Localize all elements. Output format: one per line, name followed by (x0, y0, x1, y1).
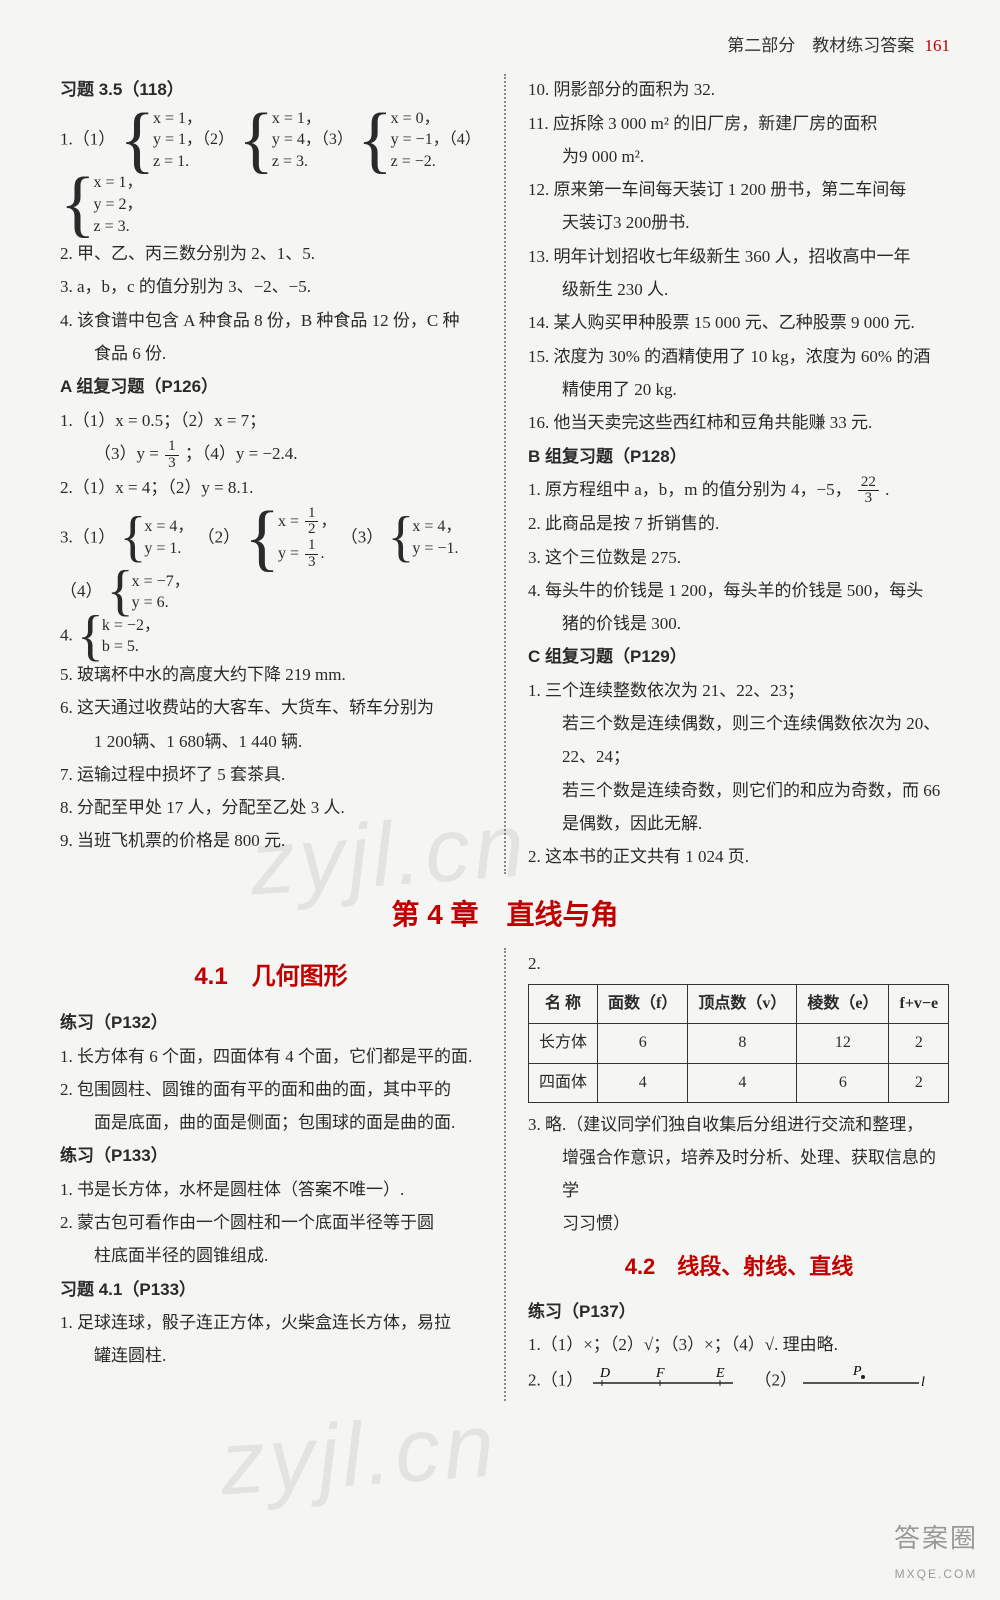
l4a: 2. 蒙古包可看作由一个圆柱和一个底面半径等于圆 (60, 1207, 482, 1239)
r2: 2. (528, 948, 950, 980)
c2: 2. 这本书的正文共有 1 024 页. (528, 841, 950, 873)
table-row: 四面体 4 4 6 2 (529, 1063, 949, 1102)
a3: 3.（1） { x = 4， y = 1. （2） { x = 12， y = … (60, 506, 482, 614)
c1d: 若三个数是连续奇数，则它们的和应为奇数，而 66 (528, 775, 950, 807)
q1: 1.（1） { x = 1， y = 1，（2） z = 1. { x = 1，… (60, 108, 482, 238)
line-l: l (921, 1375, 925, 1389)
c1c: 22、24； (528, 741, 950, 773)
b4a: 4. 每头牛的价钱是 1 200，每头羊的价钱是 500，每头 (528, 575, 950, 607)
p137-2: 2.（1） D F E （2） P l (528, 1363, 950, 1400)
r15b: 精使用了 20 kg. (528, 374, 950, 406)
q1-sys3: { x = 0， y = −1，（4） z = −2. (357, 108, 481, 173)
r12a: 12. 原来第一车间每天装订 1 200 册书，第二车间每 (528, 174, 950, 206)
q1-sys1: { x = 1， y = 1，（2） z = 1. (120, 108, 235, 173)
b1: 1. 原方程组中 a，b，m 的值分别为 4，−5， 22 3 . (528, 474, 950, 507)
r15a: 15. 浓度为 30% 的酒精使用了 10 kg，浓度为 60% 的酒 (528, 341, 950, 373)
header-title: 教材练习答案 (812, 36, 914, 55)
page-header: 第二部分 教材练习答案 161 (60, 30, 950, 62)
c1b: 若三个数是连续偶数，则三个连续偶数依次为 20、 (528, 708, 950, 740)
x41: 习题 4.1（P133） (60, 1274, 482, 1306)
r10: 10. 阴影部分的面积为 32. (528, 74, 950, 106)
lower-columns: 4.1 几何图形 练习（P132） 1. 长方体有 6 个面，四面体有 4 个面… (60, 948, 950, 1401)
groupC-title: C 组复习题（P129） (528, 641, 950, 673)
pt-D: D (599, 1366, 610, 1381)
a6b: 1 200辆、1 680辆、1 440 辆. (60, 726, 482, 758)
column-divider (504, 74, 506, 874)
c1a: 1. 三个连续整数依次为 21、22、23； (528, 675, 950, 707)
a5: 5. 玻璃杯中水的高度大约下降 219 mm. (60, 659, 482, 691)
l5a: 1. 足球连球，骰子连正方体，火柴盒连长方体，易拉 (60, 1307, 482, 1339)
pt-P: P (852, 1364, 862, 1379)
l3: 1. 书是长方体，水杯是圆柱体（答案不唯一）. (60, 1174, 482, 1206)
p133: 练习（P133） (60, 1140, 482, 1172)
r14: 14. 某人购买甲种股票 15 000 元、乙种股票 9 000 元. (528, 307, 950, 339)
q1-prefix: 1.（1） (60, 129, 115, 148)
table-row: 名 称 面数（f） 顶点数（v） 棱数（e） f+v−e (529, 984, 949, 1023)
c1e: 是偶数，因此无解. (528, 808, 950, 840)
a9: 9. 当班飞机票的价格是 800 元. (60, 825, 482, 857)
column-divider-2 (504, 948, 506, 1401)
footer-logo: 答案圈 MXQE.COM (894, 1514, 978, 1586)
b4b: 猪的价钱是 300. (528, 608, 950, 640)
r3a: 3. 略.（建议同学们独自收集后分组进行交流和整理， (528, 1109, 950, 1141)
groupA-title: A 组复习题（P126） (60, 371, 482, 403)
r16: 16. 他当天卖完这些西红柿和豆角共能赚 33 元. (528, 407, 950, 439)
r11a: 11. 应拆除 3 000 m² 的旧厂房，新建厂房的面积 (528, 108, 950, 140)
l5b: 罐连圆柱. (60, 1340, 482, 1372)
l1: 1. 长方体有 6 个面，四面体有 4 个面，它们都是平的面. (60, 1041, 482, 1073)
sub41-title: 4.1 几何图形 (60, 954, 482, 1000)
groupB-title: B 组复习题（P128） (528, 441, 950, 473)
a4: 4. { k = −2， b = 5. (60, 615, 482, 658)
p137-1: 1.（1）×；（2）√；（3）×；（4）√. 理由略. (528, 1329, 950, 1361)
geometry-table: 名 称 面数（f） 顶点数（v） 棱数（e） f+v−e 长方体 6 8 12 … (528, 984, 949, 1103)
q3: 3. a，b，c 的值分别为 3、−2、−5. (60, 271, 482, 303)
b3: 3. 这个三位数是 275. (528, 542, 950, 574)
a1a: 1.（1）x = 0.5；（2）x = 7； (60, 405, 482, 437)
right-column: 10. 阴影部分的面积为 32. 11. 应拆除 3 000 m² 的旧厂房，新… (528, 74, 950, 874)
header-section: 第二部分 (727, 36, 795, 55)
l2b: 面是底面，曲的面是侧面；包围球的面是曲的面. (60, 1107, 482, 1139)
frac-1-3: 1 3 (165, 439, 179, 472)
a7: 7. 运输过程中损坏了 5 套茶具. (60, 759, 482, 791)
q4a: 4. 该食谱中包含 A 种食品 8 份，B 种食品 12 份，C 种 (60, 305, 482, 337)
footer-title: 答案圈 (894, 1514, 978, 1563)
left-column-2: 4.1 几何图形 练习（P132） 1. 长方体有 6 个面，四面体有 4 个面… (60, 948, 482, 1401)
segment-diagram: D F E (588, 1363, 738, 1400)
r3b: 增强合作意识，培养及时分析、处理、获取信息的学 (528, 1142, 950, 1207)
r13b: 级新生 230 人. (528, 274, 950, 306)
r12b: 天装订3 200册书. (528, 207, 950, 239)
table-row: 长方体 6 8 12 2 (529, 1024, 949, 1063)
sub42-title: 4.2 线段、射线、直线 (528, 1246, 950, 1288)
r3c: 习习惯） (528, 1208, 950, 1240)
a6a: 6. 这天通过收费站的大客车、大货车、轿车分别为 (60, 692, 482, 724)
right-column-2: 2. 名 称 面数（f） 顶点数（v） 棱数（e） f+v−e 长方体 6 8 … (528, 948, 950, 1401)
upper-columns: 习题 3.5（118） 1.（1） { x = 1， y = 1，（2） z =… (60, 74, 950, 874)
pt-E: E (715, 1366, 725, 1381)
p137: 练习（P137） (528, 1296, 950, 1328)
l4b: 柱底面半径的圆锥组成. (60, 1240, 482, 1272)
page-number: 161 (925, 36, 951, 55)
a8: 8. 分配至甲处 17 人，分配至乙处 3 人. (60, 792, 482, 824)
chapter-title: 第 4 章 直线与角 (60, 888, 950, 941)
a1b: （3）y = 1 3 ；（4）y = −2.4. (60, 438, 482, 471)
ray-diagram: P l (801, 1363, 931, 1400)
pt-F: F (655, 1366, 665, 1381)
q1-sys4: { x = 1， y = 2， z = 3. (60, 172, 143, 237)
q2: 2. 甲、乙、丙三数分别为 2、1、5. (60, 238, 482, 270)
q4b: 食品 6 份. (60, 338, 482, 370)
b2: 2. 此商品是按 7 折销售的. (528, 508, 950, 540)
left-column: 习题 3.5（118） 1.（1） { x = 1， y = 1，（2） z =… (60, 74, 482, 874)
l2a: 2. 包围圆柱、圆锥的面有平的面和曲的面，其中平的 (60, 1074, 482, 1106)
frac-22-3: 22 3 (858, 475, 879, 508)
footer-sub: MXQE.COM (894, 1563, 978, 1586)
p132: 练习（P132） (60, 1007, 482, 1039)
q1-sys2: { x = 1， y = 4，（3） z = 3. (238, 108, 353, 173)
r13a: 13. 明年计划招收七年级新生 360 人，招收高中一年 (528, 241, 950, 273)
r11b: 为9 000 m². (528, 141, 950, 173)
